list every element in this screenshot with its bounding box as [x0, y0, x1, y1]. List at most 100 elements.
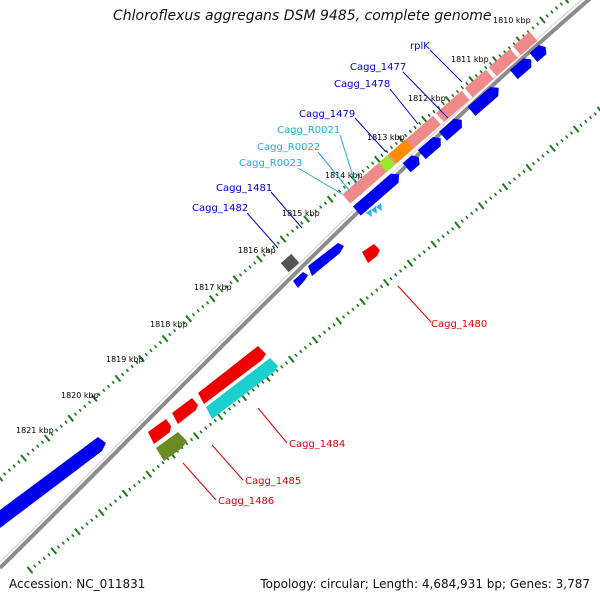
tick-mark [536, 22, 540, 26]
tick-mark [356, 173, 361, 178]
tick-mark [67, 414, 75, 422]
tick-mark [256, 255, 263, 263]
tick-mark [199, 430, 203, 434]
tick-mark [91, 394, 98, 403]
gene-label-cagg1477[interactable]: Cagg_1477 [350, 62, 406, 73]
gene-blue[interactable] [467, 83, 503, 116]
leader-cagg1479 [354, 117, 387, 153]
gene-label-caggr0023[interactable]: Cagg_R0023 [239, 158, 302, 169]
gene-pink[interactable] [402, 115, 441, 152]
gene-pink[interactable] [464, 69, 494, 98]
gene-labels: rplK Cagg_1477 Cagg_1478 Cagg_1479 Cagg_… [192, 41, 487, 507]
gene-label-cagg1478[interactable]: Cagg_1478 [334, 79, 390, 90]
tick-mark [308, 342, 312, 346]
gene-red[interactable] [148, 419, 171, 444]
tick-mark [366, 165, 370, 170]
tick-mark [7, 468, 12, 472]
tick-mark [114, 374, 122, 383]
gene-red-cagg1480[interactable] [362, 244, 380, 263]
gene-red[interactable] [198, 346, 266, 404]
gene-olive-cagg1486[interactable] [156, 432, 187, 461]
gene-blue[interactable] [438, 115, 466, 141]
tick-mark [584, 119, 588, 124]
tick-mark [427, 246, 431, 250]
tick-mark [36, 444, 40, 448]
tick-mark [189, 437, 194, 442]
gene-pink[interactable] [512, 31, 538, 56]
gene-blue[interactable] [509, 55, 535, 80]
tick-mark [498, 188, 502, 193]
tick-mark [151, 468, 156, 473]
accession-text: Accession: NC_011831 [9, 577, 146, 591]
tick-mark [432, 109, 436, 114]
tick-mark [446, 230, 450, 235]
gene-label-cagg1481[interactable]: Cagg_1481 [216, 183, 272, 194]
gene-blue[interactable] [308, 243, 344, 276]
rna-arrow[interactable] [366, 209, 372, 217]
tick-mark [596, 106, 600, 112]
tick-mark [145, 470, 153, 478]
tick-mark [370, 292, 374, 296]
gene-label-cagg1479[interactable]: Cagg_1479 [299, 109, 355, 120]
leader-cagg1481 [270, 191, 303, 229]
tick-mark [262, 253, 266, 257]
gene-blue[interactable] [529, 43, 550, 63]
tick-mark [208, 422, 213, 427]
tick-mark [294, 353, 298, 358]
tick-mark [479, 69, 483, 74]
tick-mark [465, 81, 469, 86]
tick-mark [300, 221, 304, 225]
kbp-label: 1820 kbp [61, 391, 99, 400]
tick-mark [168, 332, 172, 337]
gene-label-cagg1486[interactable]: Cagg_1486 [218, 496, 274, 507]
gene-blue[interactable] [417, 134, 445, 160]
tick-mark [104, 506, 108, 511]
tick-mark [106, 384, 111, 389]
tick-mark [517, 173, 521, 177]
gene-label-cagg1480[interactable]: Cagg_1480 [431, 319, 487, 330]
gene-label-cagg1482[interactable]: Cagg_1482 [192, 203, 248, 214]
gene-blue[interactable] [0, 437, 106, 528]
tick-mark [17, 460, 21, 464]
tick-mark [370, 161, 375, 166]
tick-mark [455, 89, 460, 94]
gene-label-cagg1485[interactable]: Cagg_1485 [245, 476, 301, 487]
tick-mark [397, 135, 405, 144]
gene-cyan-cagg1484[interactable] [206, 358, 278, 419]
gene-lime[interactable] [378, 155, 396, 173]
kbp-scale: 1810 kbp 1811 kbp 1812 kbp 1813 kbp 1814… [16, 16, 531, 435]
tick-mark [26, 452, 30, 456]
gene-label-caggr0021[interactable]: Cagg_R0021 [277, 125, 340, 136]
tick-mark [311, 336, 319, 344]
tick-mark [224, 285, 229, 289]
tick-mark [489, 196, 493, 200]
gene-blue[interactable] [352, 170, 403, 216]
tick-mark [484, 65, 488, 70]
gene-gray[interactable] [280, 253, 300, 273]
tick-mark [319, 205, 323, 209]
tick-mark [522, 169, 526, 174]
gene-label-caggr0022[interactable]: Cagg_R0022 [257, 142, 320, 153]
kbp-label: 1821 kbp [16, 426, 54, 435]
gene-red[interactable] [172, 398, 198, 424]
kbp-label: 1817 kbp [194, 283, 232, 292]
tick-mark [322, 330, 327, 335]
tick-mark [295, 225, 299, 229]
rna-arrow[interactable] [376, 203, 382, 211]
gene-pink[interactable] [488, 48, 518, 77]
gene-orange[interactable] [389, 139, 414, 163]
tick-mark [359, 297, 366, 306]
tick-mark [177, 324, 181, 329]
tick-mark [460, 219, 464, 223]
gene-blue[interactable] [402, 153, 423, 173]
tick-mark [554, 6, 559, 10]
rna-arrow[interactable] [371, 206, 377, 214]
tick-mark [135, 360, 139, 365]
tick-mark [243, 269, 247, 273]
tick-mark [201, 304, 205, 309]
gene-label-cagg1484[interactable]: Cagg_1484 [289, 439, 345, 450]
gene-blue[interactable] [293, 272, 308, 288]
gene-label-rplK[interactable]: rplK [410, 41, 430, 52]
tick-mark [559, 2, 563, 6]
tick-mark [232, 275, 240, 283]
